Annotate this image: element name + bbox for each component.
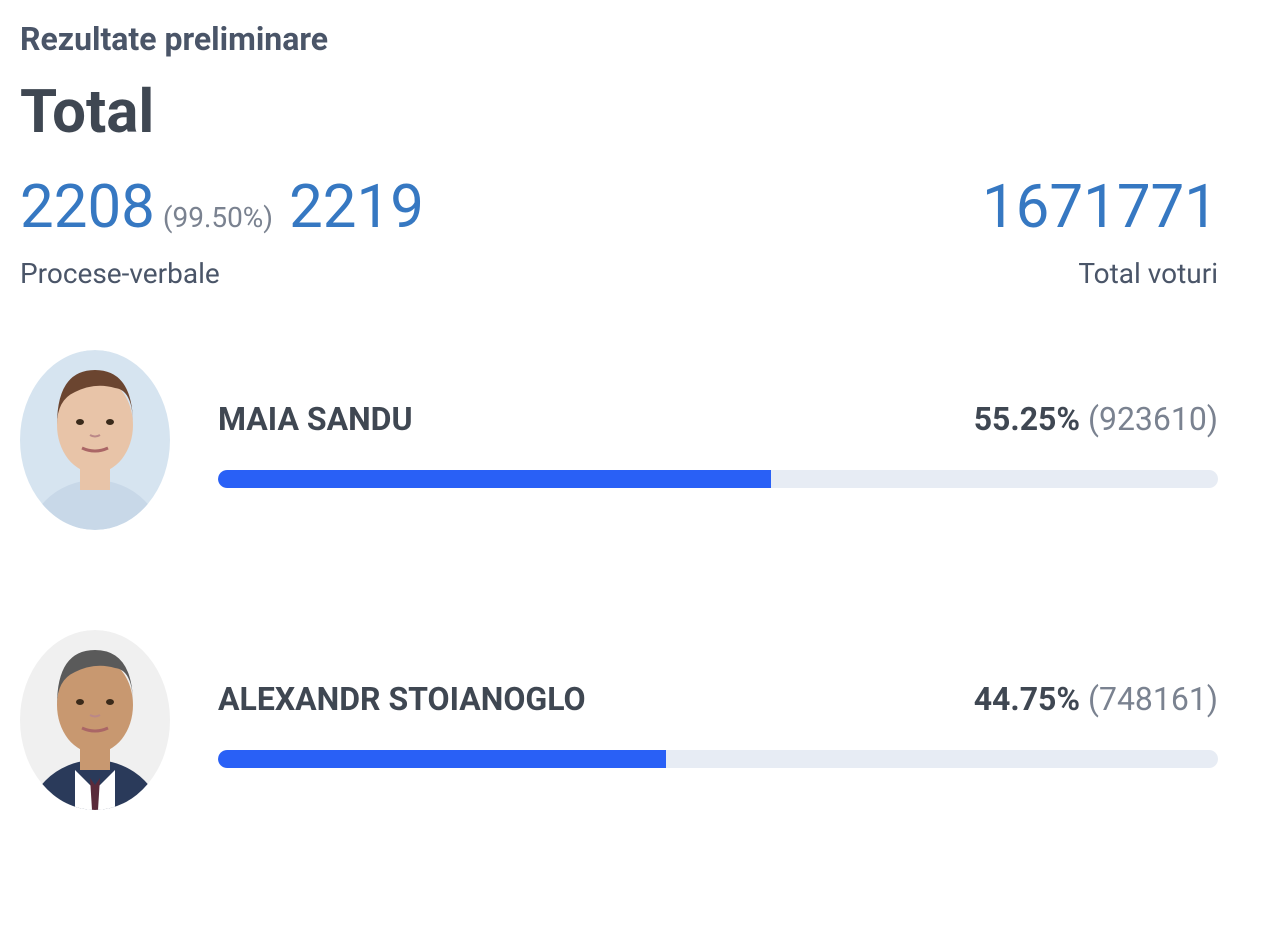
progress-bar	[218, 750, 1218, 768]
labels-row: Procese-verbale Total voturi	[20, 257, 1258, 290]
candidate-header: ALEXANDR STOIANOGLO 44.75% (748161)	[218, 680, 1218, 718]
candidate-name: ALEXANDR STOIANOGLO	[218, 680, 586, 718]
candidate-avatar	[20, 630, 170, 810]
stat-total-stations: 2219	[289, 177, 424, 237]
stat-processed-percent: (99.50%)	[163, 201, 273, 234]
stats-row: 2208 (99.50%) 2219 1671771	[20, 177, 1258, 237]
stat-processed: 2208	[20, 177, 155, 237]
candidate-result: 55.25% (923610)	[974, 400, 1218, 438]
progress-fill	[218, 750, 666, 768]
progress-fill	[218, 470, 771, 488]
candidate-info: MAIA SANDU 55.25% (923610)	[218, 350, 1258, 488]
candidate-info: ALEXANDR STOIANOGLO 44.75% (748161)	[218, 630, 1258, 768]
candidate-votes: (748161)	[1080, 680, 1218, 718]
candidate-row: MAIA SANDU 55.25% (923610)	[20, 350, 1258, 530]
candidate-percent: 55.25%	[974, 400, 1080, 438]
candidate-result: 44.75% (748161)	[974, 680, 1218, 718]
candidate-percent: 44.75%	[974, 680, 1080, 718]
candidates-container: MAIA SANDU 55.25% (923610) ALEXANDR STOIA…	[20, 350, 1258, 810]
candidate-header: MAIA SANDU 55.25% (923610)	[218, 400, 1218, 438]
progress-bar	[218, 470, 1218, 488]
candidate-avatar	[20, 350, 170, 530]
candidate-name: MAIA SANDU	[218, 400, 413, 438]
candidate-votes: (923610)	[1080, 400, 1218, 438]
stat-total-votes: 1671771	[982, 177, 1258, 237]
subtitle: Rezultate preliminare	[20, 20, 1258, 58]
label-voturi: Total voturi	[1078, 257, 1258, 290]
label-procese: Procese-verbale	[20, 257, 220, 290]
candidate-row: ALEXANDR STOIANOGLO 44.75% (748161)	[20, 630, 1258, 810]
page-title: Total	[20, 76, 1258, 147]
